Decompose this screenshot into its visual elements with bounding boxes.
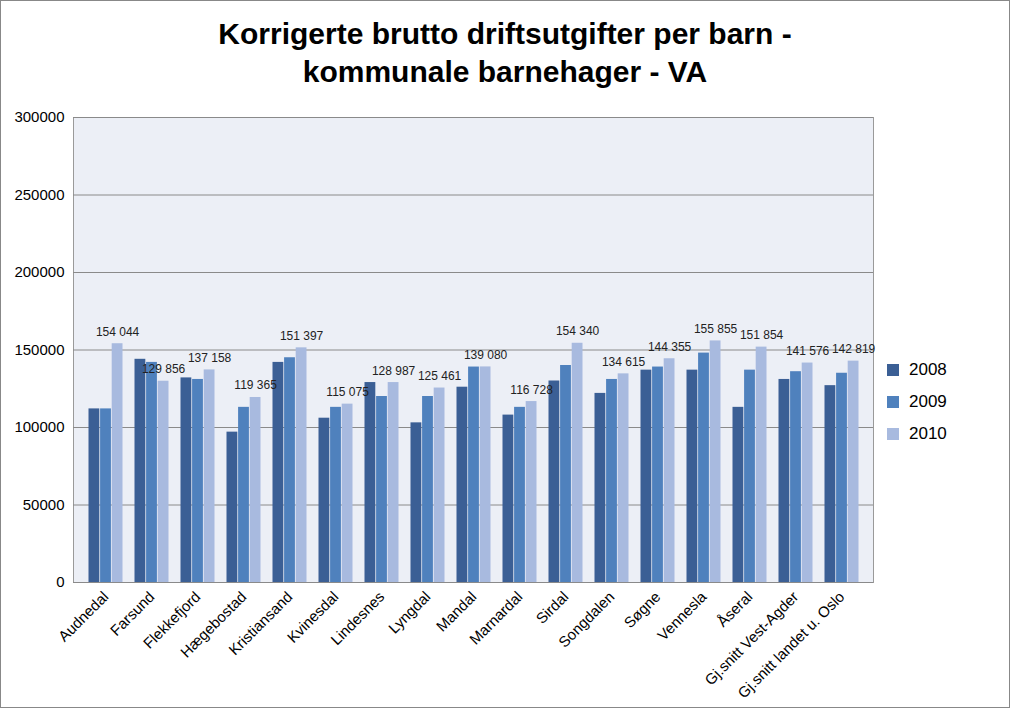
svg-text:129 856: 129 856	[142, 362, 186, 376]
svg-text:139 080: 139 080	[464, 348, 508, 362]
svg-text:141 576: 141 576	[786, 344, 830, 358]
svg-text:50000: 50000	[23, 496, 65, 513]
html-text:Korrigerte brutto driftsutgift: Korrigerte brutto driftsutgifter per bar…	[218, 17, 792, 88]
html-text:2008: 2008	[909, 360, 947, 379]
svg-text:154 044: 154 044	[96, 325, 140, 339]
svg-text:Sirdal: Sirdal	[532, 588, 571, 627]
svg-text:150000: 150000	[14, 341, 64, 358]
svg-text:154 340: 154 340	[556, 324, 600, 338]
svg-text:116 728: 116 728	[510, 383, 553, 397]
svg-text:Hægebostad: Hægebostad	[176, 587, 250, 661]
svg-text:Gj.snitt Vest-Agder: Gj.snitt Vest-Agder	[701, 587, 802, 689]
svg-text:250000: 250000	[14, 186, 64, 203]
svg-text:155 855: 155 855	[694, 322, 738, 336]
svg-text:119 365: 119 365	[234, 378, 277, 392]
svg-text:Audnedal: Audnedal	[55, 588, 112, 645]
html-text:2009: 2009	[909, 392, 947, 411]
svg-text:144 355: 144 355	[648, 340, 692, 354]
svg-text:Søgne: Søgne	[620, 588, 663, 631]
svg-text:Vennesla: Vennesla	[654, 587, 710, 643]
svg-text:Lyngdal: Lyngdal	[385, 588, 434, 637]
svg-text:151 397: 151 397	[280, 329, 324, 343]
svg-text:137 158: 137 158	[188, 351, 232, 365]
svg-text:151 854: 151 854	[740, 328, 784, 342]
svg-text:128 987: 128 987	[372, 364, 416, 378]
html-text:2010: 2010	[909, 424, 947, 443]
svg-text:Kristiansand: Kristiansand	[225, 588, 295, 658]
svg-text:Lindesnes: Lindesnes	[327, 588, 387, 648]
svg-text:134 615: 134 615	[602, 355, 646, 369]
svg-text:Songdalen: Songdalen	[555, 588, 618, 651]
svg-text:300000: 300000	[14, 108, 64, 125]
svg-text:Gj.snitt landet u. Oslo: Gj.snitt landet u. Oslo	[734, 588, 847, 701]
svg-text:100000: 100000	[14, 418, 64, 435]
svg-text:125 461: 125 461	[418, 369, 462, 383]
svg-text:142 819: 142 819	[832, 342, 876, 356]
svg-text:Flekkefjord: Flekkefjord	[139, 587, 204, 652]
svg-text:Kvinesdal: Kvinesdal	[283, 587, 342, 646]
svg-text:Mandal: Mandal	[432, 587, 480, 635]
svg-text:Åseral: Åseral	[713, 588, 755, 630]
svg-text:Farsund: Farsund	[106, 587, 158, 639]
svg-text:0: 0	[56, 573, 64, 590]
svg-text:Marnardal: Marnardal	[466, 588, 526, 648]
svg-text:200000: 200000	[14, 263, 64, 280]
svg-text:115 075: 115 075	[326, 385, 369, 399]
